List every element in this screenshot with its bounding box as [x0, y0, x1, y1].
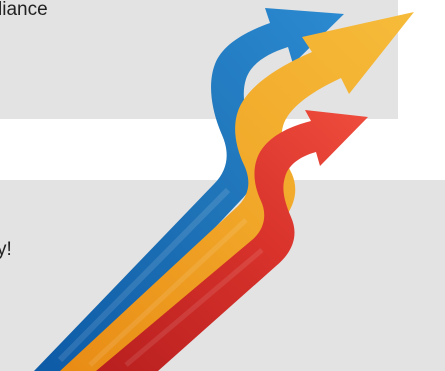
top-panel-text: liance [0, 0, 48, 20]
bottom-panel-text: y! [0, 239, 12, 260]
yellow-arrow [60, 12, 414, 371]
red-arrow [96, 110, 368, 371]
